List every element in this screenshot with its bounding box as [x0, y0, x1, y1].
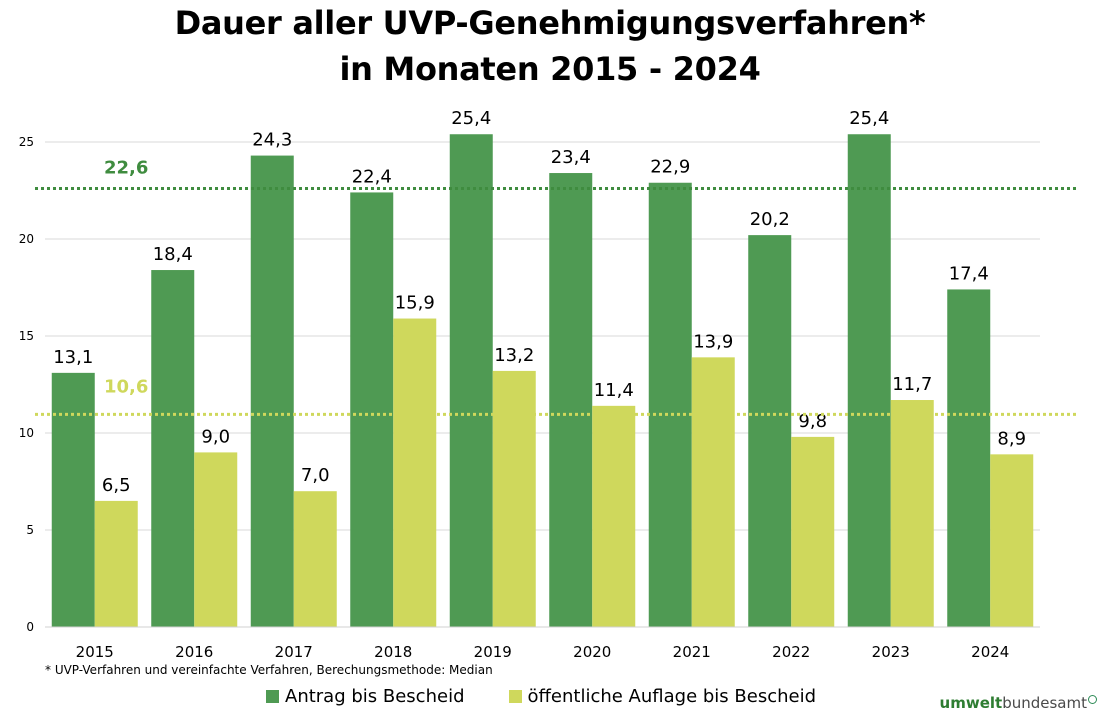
data-label-antrag-2022: 20,2	[750, 209, 790, 230]
bar-auflage-2019	[492, 370, 536, 627]
legend: Antrag bis Bescheid öffentliche Auflage …	[266, 686, 860, 707]
legend-item-auflage: öffentliche Auflage bis Bescheid	[508, 686, 817, 707]
data-label-antrag-2023: 25,4	[849, 108, 889, 129]
x-tick-label-2016: 2016	[175, 643, 213, 661]
bar-antrag-2018	[350, 192, 394, 627]
y-tick-label-15: 15	[19, 329, 34, 343]
data-label-auflage-2024: 8,9	[997, 428, 1026, 449]
bar-auflage-2020	[592, 405, 636, 627]
chart-title-line-2: in Monaten 2015 - 2024	[339, 50, 761, 88]
x-tick-label-2019: 2019	[474, 643, 512, 661]
legend-item-antrag: Antrag bis Bescheid	[266, 686, 465, 707]
legend-swatch-antrag	[266, 690, 279, 703]
bar-auflage-2022	[791, 436, 835, 627]
data-label-antrag-2015: 13,1	[53, 347, 93, 368]
reference-label-auflage: 10,6	[104, 376, 148, 397]
data-label-antrag-2017: 24,3	[252, 130, 292, 151]
y-tick-label-20: 20	[19, 232, 34, 246]
logo-mark-icon	[1088, 695, 1097, 704]
x-tick-label-2020: 2020	[573, 643, 611, 661]
data-label-antrag-2018: 22,4	[352, 166, 392, 187]
x-tick-label-2018: 2018	[374, 643, 412, 661]
data-label-antrag-2020: 23,4	[551, 147, 591, 168]
x-tick-label-2022: 2022	[772, 643, 810, 661]
umweltbundesamt-logo: umwelt bundesamt	[940, 694, 1097, 712]
y-tick-label-0: 0	[26, 620, 34, 634]
data-label-auflage-2015: 6,5	[102, 475, 131, 496]
bar-antrag-2019	[449, 134, 493, 628]
x-tick-label-2015: 2015	[76, 643, 114, 661]
bar-antrag-2016	[151, 270, 195, 627]
bar-antrag-2017	[250, 155, 294, 627]
bar-antrag-2021	[648, 182, 692, 628]
data-label-antrag-2016: 18,4	[153, 244, 193, 265]
data-label-auflage-2019: 13,2	[494, 345, 534, 366]
legend-label-antrag: Antrag bis Bescheid	[285, 686, 465, 707]
data-label-auflage-2021: 13,9	[693, 331, 733, 352]
logo-text-bundesamt: bundesamt	[1002, 694, 1087, 712]
bar-auflage-2021	[691, 357, 735, 627]
y-tick-label-25: 25	[19, 135, 34, 149]
data-label-antrag-2024: 17,4	[949, 263, 989, 284]
bar-auflage-2023	[890, 400, 934, 627]
data-label-auflage-2020: 11,4	[594, 380, 634, 401]
data-label-auflage-2022: 9,8	[798, 411, 827, 432]
bar-antrag-2023	[847, 134, 891, 628]
bar-auflage-2017	[293, 491, 337, 627]
x-tick-label-2023: 2023	[872, 643, 910, 661]
data-label-auflage-2023: 11,7	[892, 374, 932, 395]
data-label-auflage-2016: 9,0	[201, 426, 230, 447]
x-tick-label-2017: 2017	[275, 643, 313, 661]
bar-auflage-2018	[393, 318, 437, 627]
bar-antrag-2015	[51, 372, 95, 627]
data-label-antrag-2021: 22,9	[650, 157, 690, 178]
legend-label-auflage: öffentliche Auflage bis Bescheid	[527, 686, 817, 707]
bar-antrag-2024	[947, 289, 991, 627]
y-tick-label-10: 10	[19, 426, 34, 440]
logo-text-umwelt: umwelt	[939, 694, 1003, 712]
x-tick-label-2024: 2024	[971, 643, 1009, 661]
y-tick-label-5: 5	[26, 523, 34, 537]
bar-auflage-2015	[94, 500, 138, 627]
footnote: * UVP-Verfahren und vereinfachte Verfahr…	[45, 663, 493, 677]
legend-swatch-auflage	[508, 690, 522, 703]
bar-auflage-2016	[194, 452, 238, 627]
reference-label-antrag: 22,6	[104, 158, 148, 179]
bar-antrag-2022	[748, 235, 792, 627]
chart-title-line-1: Dauer aller UVP-Genehmigungsverfahren*	[174, 4, 926, 42]
bar-auflage-2024	[990, 454, 1034, 627]
data-label-auflage-2017: 7,0	[301, 465, 330, 486]
bar-antrag-2020	[549, 173, 593, 628]
x-tick-label-2021: 2021	[673, 643, 711, 661]
data-label-antrag-2019: 25,4	[451, 108, 491, 129]
data-label-auflage-2018: 15,9	[395, 293, 435, 314]
